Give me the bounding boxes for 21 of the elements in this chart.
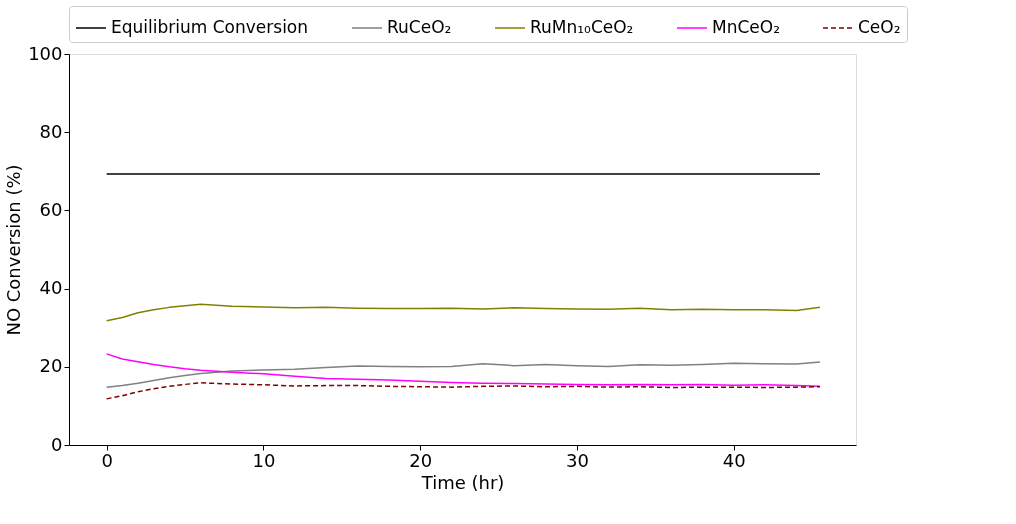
legend-label: MnCeO₂	[712, 17, 780, 37]
line-series	[105, 382, 821, 400]
y-tick-label: 0	[51, 433, 63, 455]
x-tick-label: 0	[101, 449, 113, 471]
x-axis-title: Time (hr)	[420, 471, 505, 493]
line-series	[105, 361, 821, 388]
legend-label: RuMn₁₀CeO₂	[530, 17, 634, 37]
x-tick-label: 40	[722, 449, 746, 471]
legend-label: CeO₂	[858, 17, 901, 37]
y-tick-label: 80	[39, 120, 63, 142]
x-tick-label: 10	[252, 449, 276, 471]
x-tick-label: 20	[409, 449, 433, 471]
legend-label: Equilibrium Conversion	[111, 17, 309, 37]
y-tick-label: 40	[39, 277, 63, 299]
y-tick-label: 20	[39, 355, 63, 377]
x-tick-label: 30	[565, 449, 589, 471]
line-series	[105, 303, 821, 322]
y-tick-label: 100	[28, 42, 63, 64]
y-axis-title: NO Conversion (%)	[3, 164, 25, 336]
legend-label: RuCeO₂	[387, 17, 452, 37]
y-tick-label: 60	[39, 198, 63, 220]
